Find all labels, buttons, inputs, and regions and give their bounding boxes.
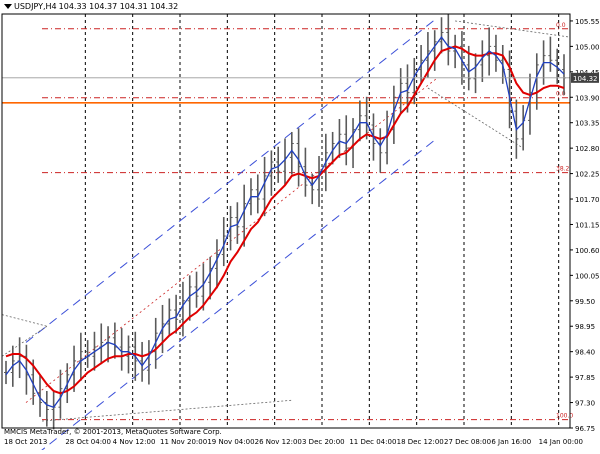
y-tick-label: 99.50 (575, 298, 595, 306)
fib-level-label: 100.0 (556, 413, 573, 420)
y-tick-label: 98.95 (575, 323, 595, 331)
x-tick-label: 18 Dec 12:00 (397, 438, 444, 446)
x-tick-label: 3 Dec 20:00 (302, 438, 345, 446)
x-tick-label: 18 Oct 2013 (4, 438, 47, 446)
x-tick-label: 27 Dec 08:00 (444, 438, 491, 446)
ma-layer (5, 35, 565, 408)
y-tick-label: 102.80 (575, 145, 600, 153)
channel-boundary-line (36, 138, 437, 454)
dropdown-triangle-icon[interactable] (4, 4, 12, 9)
y-tick-label: 98.40 (575, 349, 595, 357)
trend-line (41, 399, 293, 422)
fib-level-label: 0.0 (556, 22, 566, 29)
trend-line (455, 20, 571, 38)
quotes-label: 104.33 104.37 104.31 104.32 (58, 2, 179, 11)
x-tick-label: 14 Jan 00:00 (539, 438, 583, 446)
channel-boundary-line (25, 18, 437, 343)
y-tick-label: 103.35 (575, 120, 600, 128)
x-tick-label: 28 Oct 04:00 (65, 438, 111, 446)
axis-layer: 18 Oct 2013 28 Oct 04:00 4 Nov 12:00 11 Nov… (2, 18, 600, 446)
chart-header: USDJPY,H4 104.33 104.37 104.31 104.32 (4, 2, 178, 11)
y-tick-label: 97.85 (575, 374, 595, 382)
fib-level-label: 38.2 (556, 166, 570, 173)
copyright-text: MMCIS MetaTrader, © 2001-2013, MetaQuote… (4, 428, 222, 436)
y-tick-label: 104.45 (575, 69, 600, 77)
x-tick-label: 26 Nov 12:00 (255, 438, 302, 446)
x-tick-label: 11 Nov 20:00 (160, 438, 207, 446)
x-tick-label: 4 Nov 12:00 (113, 438, 156, 446)
y-tick-label: 105.00 (575, 43, 600, 51)
current-price-tag (571, 72, 599, 83)
symbol-label: USDJPY,H4 (14, 2, 57, 11)
y-tick-label: 103.90 (575, 94, 600, 102)
fast-moving-average-line (5, 35, 565, 408)
y-tick-label: 101.15 (575, 221, 600, 229)
y-tick-label: 96.75 (575, 425, 595, 433)
channel-layer (1, 18, 571, 454)
y-tick-label: 100.60 (575, 247, 600, 255)
y-tick-label: 100.05 (575, 272, 600, 280)
slow-moving-average-line (5, 45, 565, 395)
y-tick-label: 97.30 (575, 400, 595, 408)
trend-line (427, 87, 524, 149)
x-tick-label: 19 Nov 04:00 (207, 438, 254, 446)
fib-level-label: 0.0 (556, 91, 566, 98)
y-tick-label: 101.70 (575, 196, 600, 204)
x-tick-label: 11 Dec 04:00 (349, 438, 396, 446)
x-tick-label: 6 Jan 16:00 (491, 438, 531, 446)
y-tick-label: 105.55 (575, 18, 600, 26)
y-tick-label: 102.25 (575, 171, 600, 179)
current-price-label: 104.32 (573, 75, 598, 83)
trend-line (1, 325, 48, 357)
